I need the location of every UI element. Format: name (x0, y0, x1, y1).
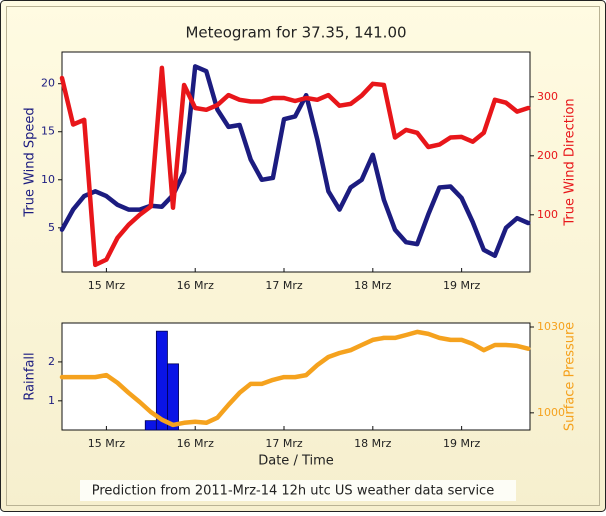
y2-tick-label: 1000 (537, 406, 565, 419)
x-tick-label: 19 Mrz (443, 437, 481, 450)
series-line (59, 64, 531, 258)
y-tick-label: 15 (41, 125, 55, 138)
y-tick-label: 20 (41, 77, 55, 90)
x-tick-label: 17 Mrz (265, 437, 303, 450)
y-axis-label: Rainfall (23, 352, 38, 400)
footer: Prediction from 2011-Mrz-14 12h utc US w… (92, 484, 494, 499)
rain-bar (167, 363, 179, 431)
series-line (59, 65, 531, 268)
y2-tick-label: 100 (537, 208, 558, 221)
y-tick-label: 10 (41, 173, 55, 186)
chart-title: Meteogram for 37.35, 141.00 (185, 24, 406, 42)
x-tick-label: 19 Mrz (443, 279, 481, 292)
footer-box (80, 480, 516, 501)
x-tick-label: 18 Mrz (354, 437, 392, 450)
y-tick-label: 2 (48, 355, 55, 368)
y2-axis-label: True Wind Direction (563, 98, 578, 226)
y2-tick-label: 300 (537, 90, 558, 103)
y2-tick-label: 200 (537, 149, 558, 162)
x-tick-label: 17 Mrz (265, 279, 303, 292)
rain-bar (144, 420, 157, 431)
y-tick-label: 5 (48, 221, 55, 234)
x-tick-label: 18 Mrz (354, 279, 392, 292)
y-axis-label: True Wind Speed (23, 107, 38, 217)
x-tick-label: 16 Mrz (177, 437, 215, 450)
plot-area (61, 51, 531, 273)
inner-frame (6, 6, 600, 506)
x-tick-label: 15 Mrz (88, 437, 126, 450)
y-tick-label: 1 (48, 394, 55, 407)
y2-tick-label: 1030 (537, 320, 565, 333)
series-line (59, 329, 531, 428)
y2-axis-label: Surface Pressure (563, 322, 578, 431)
x-tick-label: 16 Mrz (177, 279, 215, 292)
x-axis-label: Date / Time (258, 454, 334, 469)
x-tick-label: 15 Mrz (88, 279, 126, 292)
